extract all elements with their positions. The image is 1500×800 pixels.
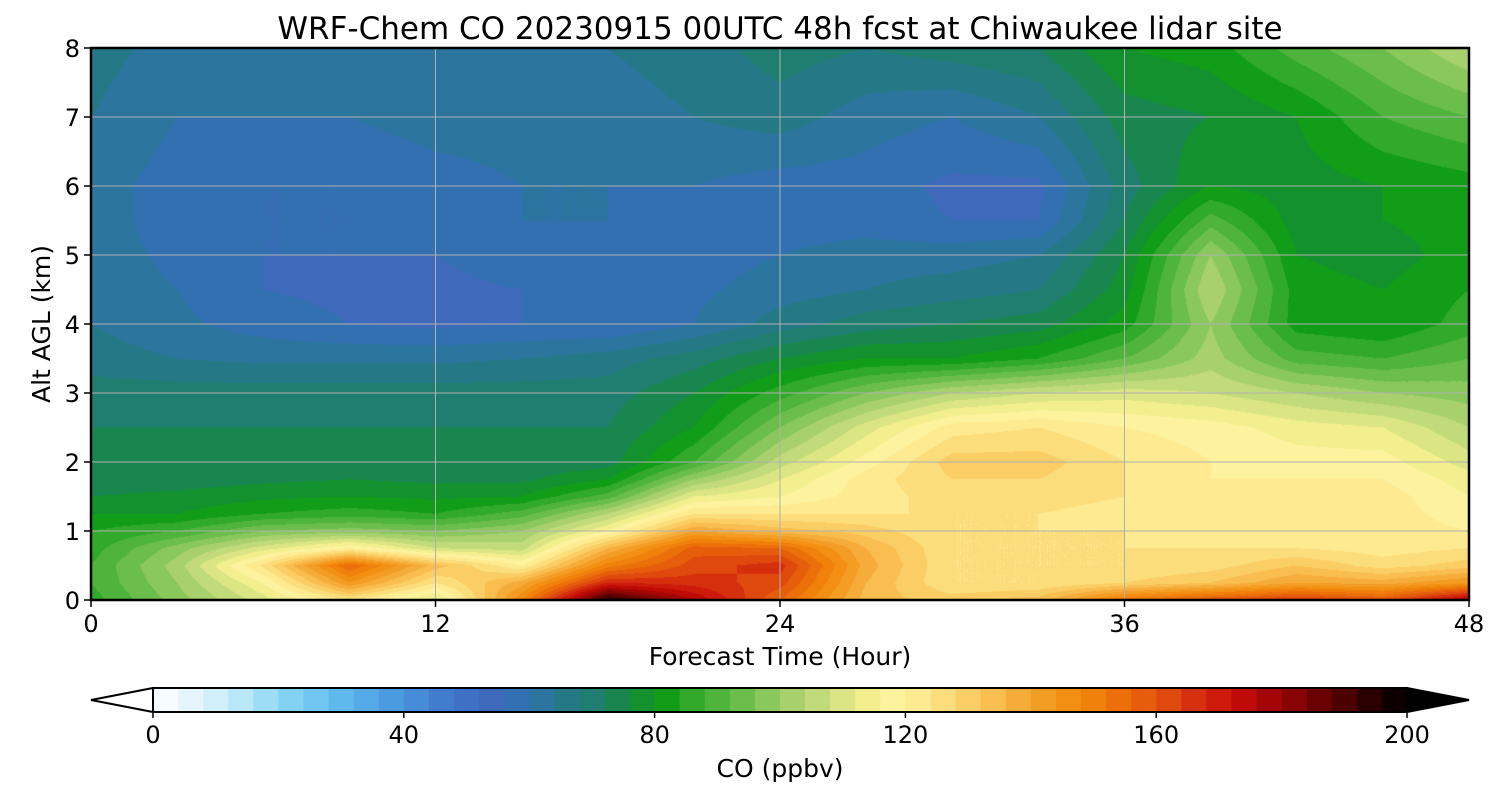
colorbar-bin (855, 688, 881, 712)
colorbar-bin (1156, 688, 1182, 712)
colorbar-bin (228, 688, 254, 712)
colorbar-ticks: 0 40 80 120 160 200 (145, 712, 1430, 749)
colorbar-bin (529, 688, 555, 712)
colorbar-bin (1030, 688, 1057, 712)
colorbar-bin (153, 688, 179, 712)
colorbar-bin (1256, 688, 1283, 712)
colorbar-tick-label: 40 (389, 721, 420, 749)
colorbar-bin (704, 688, 731, 712)
colorbar-bin (1181, 688, 1207, 712)
contour-plot-area (89, 46, 1471, 602)
colorbar-bin (754, 688, 781, 712)
colorbar-tick-label: 160 (1133, 721, 1179, 749)
colorbar-bin (1080, 688, 1107, 712)
colorbar-tick-label: 200 (1384, 721, 1430, 749)
colorbar-bin (479, 688, 505, 712)
colorbar-frame (152, 687, 1408, 713)
x-tick-label: 24 (765, 610, 796, 638)
colorbar-tick-label: 80 (639, 721, 670, 749)
x-tick-label: 36 (1109, 610, 1140, 638)
colorbar-bin (1206, 688, 1233, 712)
colorbar-bin (880, 688, 906, 712)
colorbar-bin (1106, 688, 1132, 712)
colorbar-bin (805, 688, 831, 712)
x-tick-label: 12 (420, 610, 451, 638)
colorbar-bin (679, 688, 706, 712)
colorbar-bin (203, 688, 229, 712)
colorbar-min-extend-arrow (90, 686, 154, 714)
colorbar-bin (1231, 688, 1258, 712)
y-tick-label: 2 (65, 449, 80, 477)
y-axis-ticks: 0 1 2 3 4 5 6 7 8 (65, 35, 91, 615)
colorbar-bin (780, 688, 806, 712)
colorbar-bin (604, 688, 631, 712)
colorbar-bin (453, 688, 480, 712)
colorbar-max-extend-arrow (1406, 686, 1470, 714)
colorbar: 0 40 80 120 160 200 CO (ppbv) (90, 686, 1470, 783)
y-tick-label: 1 (65, 518, 80, 546)
colorbar-bin (905, 688, 932, 712)
y-tick-label: 7 (65, 104, 80, 132)
colorbar-bin (328, 688, 355, 712)
colorbar-bin (1055, 688, 1082, 712)
colorbar-bin (428, 688, 455, 712)
y-tick-label: 8 (65, 35, 80, 63)
colorbar-bin (378, 688, 405, 712)
y-tick-label: 3 (65, 380, 80, 408)
colorbar-bin (278, 688, 305, 712)
colorbar-bin (1356, 688, 1383, 712)
colorbar-bin (178, 688, 204, 712)
y-axis-label: Alt AGL (km) (27, 245, 56, 403)
colorbar-bin (579, 688, 606, 712)
colorbar-bin (353, 688, 380, 712)
colorbar-bin (1281, 688, 1308, 712)
x-axis-label: Forecast Time (Hour) (649, 642, 912, 671)
colorbar-bin (504, 688, 530, 712)
colorbar-bin (955, 688, 982, 712)
y-tick-label: 4 (65, 311, 80, 339)
colorbar-bins (153, 688, 1408, 712)
colorbar-bin (729, 688, 756, 712)
colorbar-bin (980, 688, 1007, 712)
colorbar-bin (554, 688, 580, 712)
colorbar-bin (1381, 688, 1408, 712)
colorbar-bin (403, 688, 430, 712)
colorbar-bin (654, 688, 681, 712)
colorbar-bin (930, 688, 957, 712)
colorbar-bin (303, 688, 330, 712)
x-tick-label: 48 (1454, 610, 1485, 638)
colorbar-bin (1131, 688, 1157, 712)
y-tick-label: 0 (65, 587, 80, 615)
colorbar-bin (253, 688, 279, 712)
colorbar-bin (1306, 688, 1333, 712)
chart-title: WRF-Chem CO 20230915 00UTC 48h fcst at C… (277, 11, 1282, 47)
colorbar-tick-label: 0 (145, 721, 160, 749)
x-tick-label: 0 (83, 610, 98, 638)
colorbar-label: CO (ppbv) (717, 754, 844, 783)
colorbar-bin (1005, 688, 1032, 712)
colorbar-bin (1331, 688, 1358, 712)
colorbar-tick-label: 120 (882, 721, 928, 749)
y-tick-label: 5 (65, 242, 80, 270)
y-tick-label: 6 (65, 173, 80, 201)
x-axis-ticks: 0 12 24 36 48 (83, 600, 1484, 638)
colorbar-bin (629, 688, 656, 712)
colorbar-bin (830, 688, 856, 712)
grid-lines (91, 48, 1469, 600)
